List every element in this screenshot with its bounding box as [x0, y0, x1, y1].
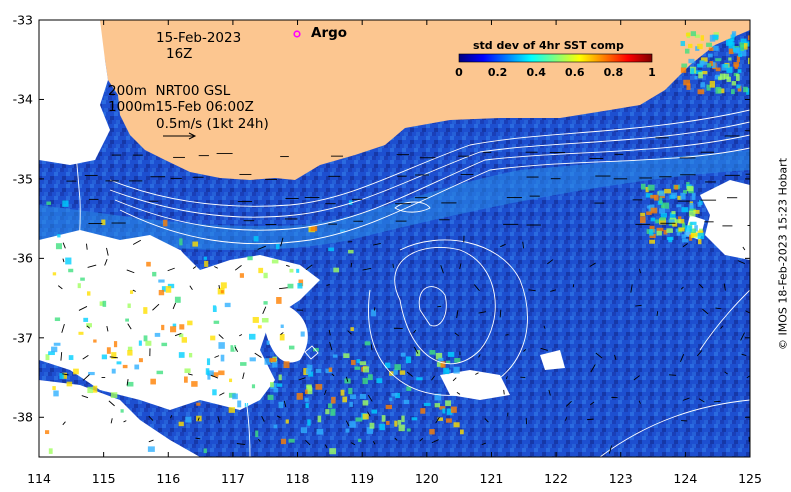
x-tick-label: 117 — [220, 471, 245, 486]
scale-vector-label: 0.5m/s (1kt 24h) — [156, 116, 269, 132]
y-tick-label: -35 — [12, 171, 33, 187]
colorbar-tick-label: 0.2 — [487, 66, 508, 79]
y-tick-label: -34 — [12, 91, 33, 107]
x-tick-label: 123 — [608, 471, 633, 486]
anomaly-speckle — [45, 31, 750, 455]
velocity-arrows — [57, 130, 750, 454]
depth-label-2: 1000m15-Feb 06:00Z — [108, 99, 254, 115]
x-tick-label: 125 — [738, 471, 762, 486]
plot-border — [38, 19, 751, 458]
x-tick-label: 116 — [156, 471, 181, 486]
x-tick-label: 119 — [350, 471, 375, 486]
argo-marker — [293, 30, 301, 38]
credit-text: © IMOS 18-Feb-2023 15:23 Hobart — [776, 157, 790, 351]
hour-label: 16Z — [166, 46, 193, 62]
x-tick-label: 118 — [285, 471, 310, 486]
y-tick-label: -37 — [12, 330, 33, 346]
colorbar-tick-label: 0.4 — [526, 66, 546, 79]
date-label: 15-Feb-2023 — [156, 30, 242, 46]
depth-label-1: 200m NRT00 GSL — [108, 83, 231, 99]
y-tick-label: -36 — [12, 250, 33, 266]
colorbar-title: std dev of 4hr SST comp — [473, 39, 624, 52]
x-tick-label: 121 — [479, 471, 504, 486]
colorbar-tick-label: 0.6 — [565, 66, 585, 79]
cyan-band — [39, 150, 750, 251]
x-tick-label: 114 — [27, 471, 51, 486]
colorbar-bar — [458, 53, 653, 63]
x-tick-label: 124 — [673, 471, 698, 486]
axis-tickmarks — [38, 19, 751, 457]
x-tick-label: 120 — [414, 471, 439, 486]
scale-vector-arrow — [163, 132, 197, 140]
colorbar-tick-label: 1 — [648, 66, 656, 79]
x-tick-label: 122 — [544, 471, 569, 486]
colorbar-tick-label: 0.8 — [603, 66, 624, 79]
y-tick-label: -38 — [12, 409, 33, 425]
colorbar-tick-label: 0 — [455, 66, 463, 79]
x-tick-label: 115 — [91, 471, 116, 486]
depth-contours — [59, 39, 750, 457]
y-tick-label: -33 — [12, 12, 33, 28]
argo-label: Argo — [311, 25, 348, 41]
